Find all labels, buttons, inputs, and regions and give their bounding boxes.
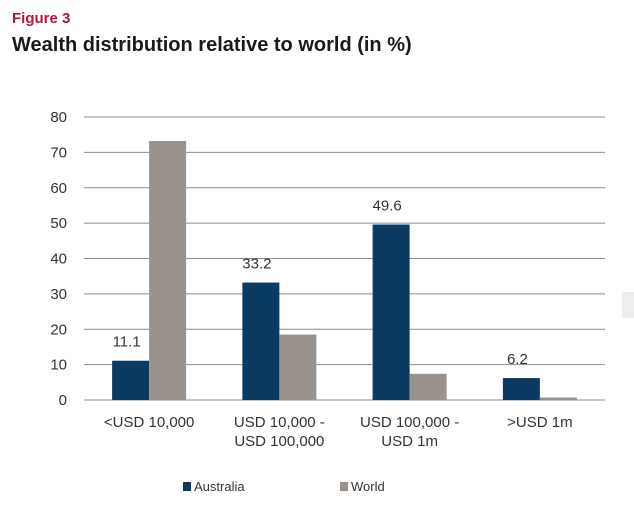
legend-swatch-world <box>340 482 348 491</box>
legend: Australia World <box>183 479 385 494</box>
data-label-australia-3: 6.2 <box>507 351 528 368</box>
x-axis: <USD 10,000 USD 10,000 - USD 100,000 USD 10… <box>104 414 573 450</box>
bar-australia-2 <box>372 224 410 400</box>
bar-australia-3 <box>502 378 540 400</box>
bar-australia-1 <box>242 282 280 400</box>
y-tick-label: 30 <box>50 286 67 303</box>
x-category-label: USD 10,000 - <box>234 414 325 431</box>
bar-australia-0 <box>112 360 150 400</box>
bar-world-0 <box>149 141 187 400</box>
y-tick-label: 20 <box>50 321 67 338</box>
y-tick-label: 60 <box>50 180 67 197</box>
bar-world-1 <box>279 334 317 400</box>
chart-title: Wealth distribution relative to world (i… <box>12 34 412 56</box>
x-category-label: USD 100,000 - <box>360 414 459 431</box>
bar-world-2 <box>409 373 447 400</box>
data-label-australia-0: 11.1 <box>113 334 141 351</box>
legend-label-australia: Australia <box>194 479 245 494</box>
y-tick-label: 70 <box>50 144 67 161</box>
figure-label: Figure 3 <box>12 10 71 27</box>
data-labels: 11.1 33.2 49.6 6.2 <box>113 198 528 369</box>
data-label-australia-1: 33.2 <box>242 256 271 273</box>
y-tick-label: 50 <box>50 215 67 232</box>
side-tab <box>622 292 634 318</box>
y-tick-label: 0 <box>59 392 67 409</box>
x-category-label: <USD 10,000 <box>104 414 194 431</box>
x-category-label: USD 1m <box>381 433 438 450</box>
y-axis: 0 10 20 30 40 50 60 70 80 <box>50 109 67 409</box>
y-tick-label: 40 <box>50 251 67 268</box>
legend-swatch-australia <box>183 482 191 491</box>
bars <box>112 141 577 400</box>
legend-label-world: World <box>351 479 385 494</box>
x-category-label: USD 100,000 <box>234 433 324 450</box>
data-label-australia-2: 49.6 <box>373 198 402 215</box>
x-category-label: >USD 1m <box>507 414 572 431</box>
bar-world-3 <box>539 397 577 400</box>
y-tick-label: 10 <box>50 357 67 374</box>
y-tick-label: 80 <box>50 109 67 126</box>
